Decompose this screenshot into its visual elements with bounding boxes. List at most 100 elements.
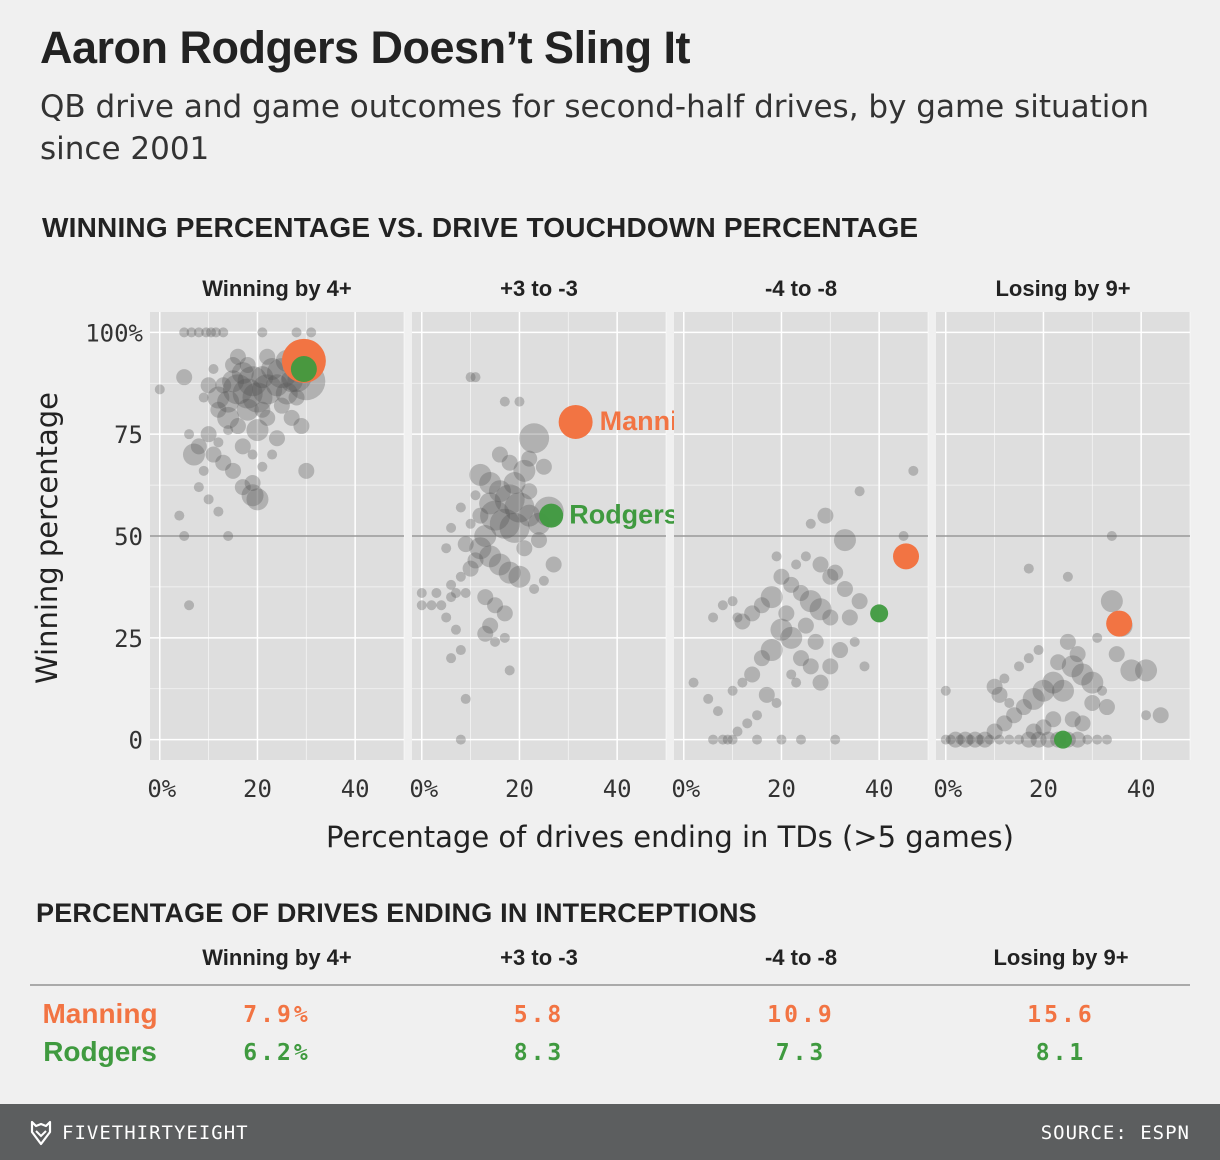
qb-bubble — [984, 734, 995, 745]
qb-bubble — [207, 386, 230, 409]
y-tick-label: 0 — [129, 727, 143, 755]
fivethirtyeight-fox-icon — [30, 1120, 52, 1146]
qb-bubble — [521, 483, 538, 500]
qb-bubble — [849, 636, 860, 647]
qb-bubble — [708, 734, 719, 745]
qb-bubble — [222, 374, 253, 405]
y-tick-label: 50 — [114, 523, 143, 551]
qb-bubble — [179, 327, 190, 338]
qb-bubble — [793, 650, 809, 667]
qb-bubble — [446, 592, 457, 603]
qb-bubble — [257, 461, 268, 472]
x-tick-label: 0% — [409, 775, 438, 803]
qb-bubble — [465, 372, 476, 383]
qb-bubble — [776, 734, 787, 745]
qb-bubble — [1022, 687, 1045, 710]
qb-bubble — [488, 553, 511, 576]
qb-bubble — [753, 650, 770, 667]
qb-bubble — [770, 618, 793, 641]
qb-bubble — [947, 731, 964, 748]
qb-bubble — [494, 484, 525, 515]
qb-bubble — [797, 617, 814, 634]
qb-bubble — [479, 545, 502, 568]
qb-bubble — [538, 575, 549, 586]
qb-bubble — [1023, 653, 1034, 664]
qb-bubble — [273, 397, 290, 414]
qb-bubble — [717, 600, 728, 611]
qb-bubble — [508, 565, 531, 588]
qb-bubble — [519, 423, 550, 454]
qb-bubble — [259, 409, 276, 426]
qb-bubble — [446, 522, 457, 533]
qb-bubble — [1152, 707, 1169, 724]
qb-bubble — [184, 600, 195, 611]
qb-bubble — [469, 463, 492, 486]
qb-bubble — [416, 600, 427, 611]
qb-bubble — [513, 459, 536, 482]
qb-bubble — [261, 358, 284, 381]
qb-bubble — [727, 596, 738, 607]
qb-bubble — [460, 588, 471, 599]
qb-bubble — [186, 327, 197, 338]
manning-point — [893, 543, 920, 570]
qb-bubble — [974, 734, 985, 745]
x-tick-label: 0% — [147, 775, 176, 803]
qb-bubble — [760, 586, 783, 609]
qb-bubble — [999, 673, 1010, 684]
qb-bubble — [1082, 734, 1093, 745]
qb-bubble — [477, 625, 494, 642]
int-col-header: +3 to -3 — [500, 945, 578, 970]
qb-bubble — [479, 492, 502, 515]
qb-bubble — [241, 484, 264, 507]
qb-bubble — [205, 446, 222, 463]
qb-bubble — [499, 512, 530, 543]
x-tick-label: 20 — [1029, 775, 1058, 803]
x-tick-label: 40 — [865, 775, 894, 803]
x-tick-label: 0% — [933, 775, 962, 803]
qb-bubble — [732, 612, 743, 623]
brand-logo: FIVETHIRTYEIGHT — [30, 1118, 249, 1148]
qb-bubble — [234, 479, 251, 496]
qb-bubble — [780, 626, 803, 649]
qb-bubble — [203, 494, 214, 505]
x-tick-label: 0% — [671, 775, 700, 803]
qb-bubble — [1040, 731, 1057, 748]
interceptions-title: PERCENTAGE OF DRIVES ENDING IN INTERCEPT… — [36, 898, 757, 928]
qb-bubble — [703, 693, 714, 704]
qb-bubble — [232, 378, 263, 409]
y-tick-label: 25 — [114, 625, 143, 653]
qb-bubble — [198, 392, 209, 403]
qb-bubble — [744, 605, 761, 622]
qb-bubble — [1108, 646, 1125, 663]
qb-bubble — [206, 327, 217, 338]
qb-bubble — [535, 458, 552, 475]
qb-bubble — [210, 327, 221, 338]
table-cell: 10.9 — [767, 1002, 835, 1028]
qb-bubble — [771, 697, 782, 708]
qb-bubble — [460, 693, 471, 704]
qb-bubble — [1061, 655, 1084, 678]
qb-bubble — [807, 633, 824, 650]
qb-bubble — [298, 462, 315, 479]
qb-bubble — [737, 677, 748, 688]
qb-bubble — [283, 409, 300, 426]
qb-bubble — [225, 356, 242, 373]
qb-bubble — [809, 598, 832, 621]
qb-bubble — [267, 449, 278, 460]
int-col-header: -4 to -8 — [764, 945, 838, 970]
row-label-rodgers: Rodgers — [43, 1036, 157, 1067]
qb-bubble — [1025, 723, 1042, 740]
int-col-header: Losing by 9+ — [993, 945, 1129, 970]
qb-bubble — [1014, 734, 1025, 745]
qb-bubble — [822, 568, 839, 585]
qb-bubble — [1004, 734, 1015, 745]
x-tick-label: 40 — [1127, 775, 1156, 803]
source-credit: SOURCE: ESPN — [1040, 1122, 1190, 1144]
qb-bubble — [708, 612, 719, 623]
qb-bubble — [293, 418, 310, 435]
x-tick-label: 20 — [243, 775, 272, 803]
qb-bubble — [499, 396, 510, 407]
qb-bubble — [496, 605, 513, 622]
qb-bubble — [472, 507, 489, 524]
qb-bubble — [898, 531, 909, 541]
